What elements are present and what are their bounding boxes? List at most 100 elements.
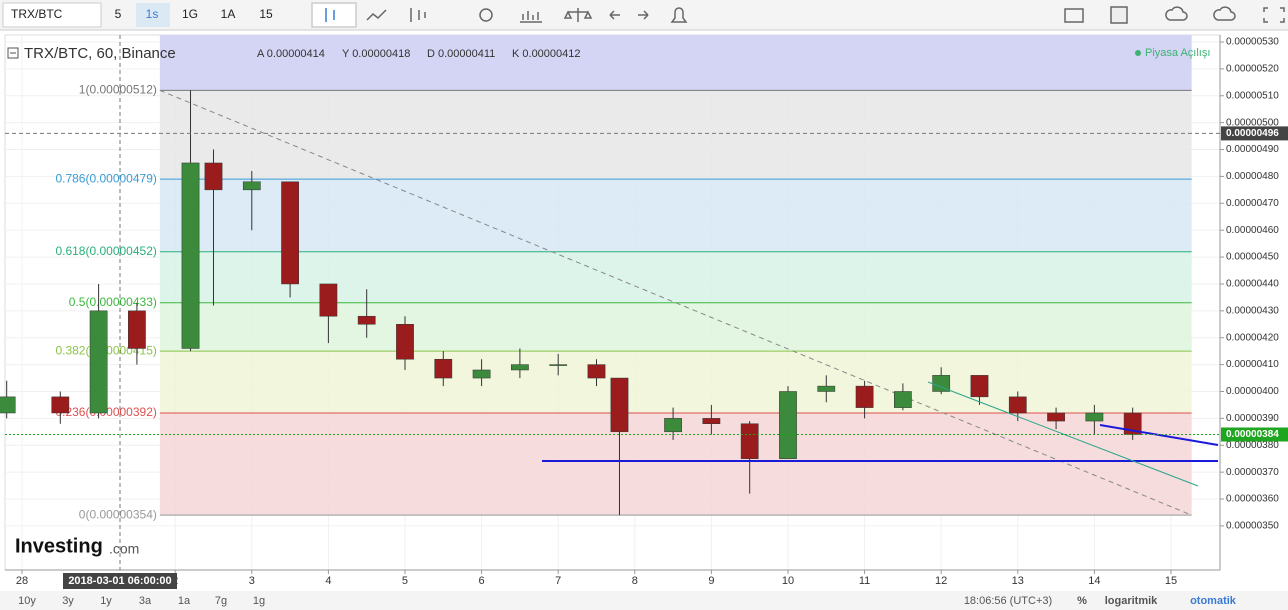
fib-trend-line [159,89,1192,516]
ohlc-value: K 0.00000412 [512,48,581,60]
theme-icon[interactable] [1110,6,1128,24]
candle-body [587,364,606,379]
undo-redo-icon[interactable] [609,10,649,20]
range-button[interactable]: 10y [18,595,36,607]
interval[interactable]: 1s [146,7,159,21]
line-icon[interactable] [366,9,387,21]
candle-body [319,283,338,317]
y-tick-label: 0.00000390 [1226,413,1279,424]
interval[interactable]: 1A [221,7,236,21]
y-tick-label: 0.00000400 [1226,386,1279,397]
y-tick-label: 0.00000530 [1226,37,1279,48]
x-tick-label: 15 [1165,575,1177,587]
indicator-icon[interactable] [520,11,542,23]
fib-label: 0.5(0.00000433) [69,295,157,309]
range-button[interactable]: 1y [100,595,112,607]
last-price-label: 0.00000384 [1226,429,1279,440]
x-tick-label: 14 [1088,575,1100,587]
candle-body [1047,412,1065,422]
axis-option[interactable]: % [1077,595,1087,607]
symbol[interactable]: TRX/BTC [11,7,63,21]
bars-icon[interactable] [410,8,426,22]
crosshair-date-box [63,573,177,589]
y-tick-label: 0.00000420 [1226,332,1279,343]
y-tick-label: 0.00000430 [1226,305,1279,316]
interval[interactable]: 15 [259,7,273,21]
candle-body [1008,396,1027,414]
range-button[interactable]: 3a [139,595,152,607]
crosshair-price: 0.00000496 [1226,128,1279,139]
fib-extension-band [159,35,1192,90]
y-tick-label: 0.00000360 [1226,494,1279,505]
fib-band [159,90,1192,180]
candle-body [855,385,874,408]
y-tick-label: 0.00000520 [1226,64,1279,75]
logo-suffix: .com [109,541,139,557]
settings-icon[interactable] [479,8,493,22]
x-tick-label: 6 [479,575,485,587]
active-interval [136,3,170,27]
x-tick-label: 8 [632,575,638,587]
y-axis [1220,35,1288,570]
bottom-bar [0,591,1288,610]
y-tick-label: 0.00000470 [1226,198,1279,209]
candle-body [357,315,376,325]
candle-body [242,181,261,191]
fib-band [159,179,1192,252]
fib-label: 0(0.00000354) [79,507,157,521]
x-tick-label: 3 [249,575,255,587]
axis-option[interactable]: logaritmik [1105,595,1158,607]
y-tick-label: 0.00000410 [1226,359,1279,370]
x-tick-label: 10 [782,575,794,587]
x-tick-label: 11 [859,575,870,587]
candle-body [664,418,682,433]
fib-group: 1(0.00000512) 0.786(0.00000479) 0.618(0.00… [55,83,1192,521]
y-tick-label: 0.00000450 [1226,252,1279,263]
candle-body [181,162,200,349]
candle-body [128,310,146,349]
market-open: Piyasa Açılışı [1145,47,1210,59]
candle-icon [325,8,335,22]
y-tick-label: 0.00000380 [1226,440,1279,451]
axis-option[interactable]: otomatik [1190,595,1237,607]
candle-body [817,385,836,392]
y-tick-label: 0.00000490 [1226,144,1279,155]
range-button[interactable]: 3y [62,595,74,607]
crosshair-price-box [1221,126,1288,141]
candle-body [396,324,414,360]
last-price-box [1221,427,1288,442]
fib-band [159,251,1192,303]
range-button[interactable]: 1g [253,595,265,607]
interval[interactable]: 1G [182,7,198,21]
symbol-box[interactable] [2,2,102,28]
candle-body [740,423,759,459]
candle-body [51,396,70,414]
market-dot [1135,50,1141,56]
x-tick-label: 13 [1012,575,1024,587]
candle-body [549,364,568,366]
crosshair-date: 2018-03-01 06:00:00 [68,575,171,587]
alert-icon[interactable] [670,7,688,23]
ohlc-value: A 0.00000414 [257,48,325,60]
load-icon[interactable] [1165,6,1188,21]
candle-body [894,391,912,408]
camera-icon[interactable] [1064,8,1084,23]
bottom-group: 10y 3y 1y 3a 1a 7g 1g 18:06:56 (UTC+3)% logaritm… [18,595,1237,607]
axes-group: 0.00000350 0.00000360 0.00000370 0.00000380… [5,35,1288,589]
range-button[interactable]: 7g [215,595,227,607]
x-tick-label: 4 [325,575,331,587]
y-tick-label: 0.00000480 [1226,171,1279,182]
ohlc-value: D 0.00000411 [427,48,495,60]
collapse-box[interactable] [7,47,19,59]
fib-label: 0.786(0.00000479) [55,171,156,185]
range-button[interactable]: 1a [178,595,191,607]
fullscreen-icon[interactable] [1263,7,1285,23]
x-tick-label: 12 [935,575,947,587]
interval[interactable]: 5 [115,7,122,21]
compare-icon[interactable] [563,8,593,22]
save-icon[interactable] [1213,6,1236,21]
x-tick-label: 5 [402,575,408,587]
fib-label: 0.618(0.00000452) [55,244,156,258]
y-tick-label: 0.00000500 [1226,117,1279,128]
